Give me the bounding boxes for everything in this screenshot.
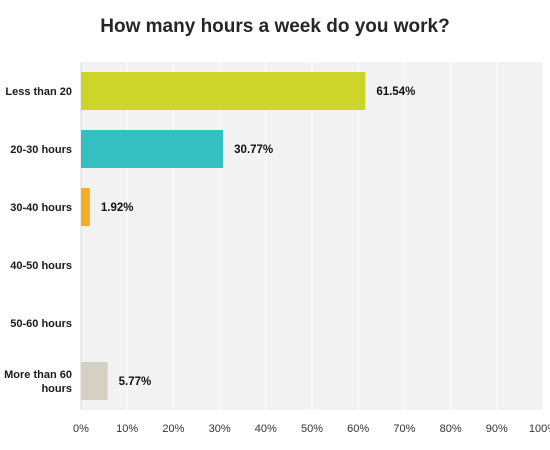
x-tick-label: 40% [255, 423, 277, 435]
x-tick-label: 50% [301, 423, 323, 435]
x-tick-label: 80% [440, 423, 462, 435]
x-tick-label: 30% [209, 423, 231, 435]
x-tick-label: 60% [347, 423, 369, 435]
data-label: 5.77% [119, 376, 152, 388]
x-tick-label: 90% [486, 423, 508, 435]
bar [81, 72, 366, 110]
data-label: 30.77% [234, 144, 273, 156]
x-tick-label: 70% [393, 423, 415, 435]
data-label: 61.54% [376, 86, 415, 98]
bar [81, 188, 90, 226]
x-tick-label: 100% [529, 423, 550, 435]
bar [81, 130, 224, 168]
category-label: 30-40 hours [10, 202, 72, 214]
chart-title: How many hours a week do you work? [100, 16, 450, 37]
x-tick-label: 20% [162, 423, 184, 435]
x-tick-label: 0% [73, 423, 89, 435]
category-label: 20-30 hours [10, 144, 72, 156]
x-tick-label: 10% [116, 423, 138, 435]
category-label: 50-60 hours [10, 318, 72, 330]
category-label: More than 60 hours [4, 369, 72, 395]
data-label: 1.92% [101, 202, 134, 214]
bar [81, 362, 108, 400]
category-label: Less than 20 [5, 86, 72, 98]
category-label: 40-50 hours [10, 260, 72, 272]
